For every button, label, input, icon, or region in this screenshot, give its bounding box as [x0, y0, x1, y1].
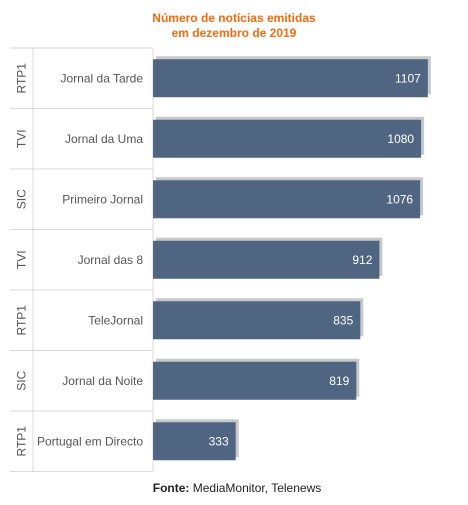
category-label: Jornal da Tarde: [61, 71, 144, 85]
chart-title: Número de notícias emitidas em dezembro …: [0, 11, 468, 41]
data-label: 1080: [387, 132, 414, 146]
bar: [153, 119, 422, 158]
bar: [153, 240, 380, 279]
source-label: Fonte:: [152, 481, 190, 495]
category-label: Portugal em Directo: [37, 434, 143, 448]
category-label: Primeiro Jornal: [62, 192, 143, 206]
bar: [153, 59, 428, 98]
data-label: 1076: [386, 192, 413, 206]
source-text: MediaMonitor, Telenews: [189, 481, 322, 495]
group-label: TVI: [15, 129, 29, 148]
category-label: Jornal das 8: [78, 253, 144, 267]
group-label: RTP1: [15, 63, 29, 94]
chart-title-line-2: em dezembro de 2019: [171, 26, 297, 40]
data-label: 819: [329, 374, 349, 388]
group-label: SIC: [15, 370, 29, 390]
bar: [153, 422, 236, 461]
chart-title-line-1: Número de notícias emitidas: [152, 11, 316, 25]
data-label: 835: [333, 313, 353, 327]
bar: [153, 361, 357, 400]
category-label: TeleJornal: [88, 313, 143, 327]
group-label: TVI: [15, 250, 29, 269]
bar: [153, 301, 361, 340]
source-note: Fonte: MediaMonitor, Telenews: [0, 481, 468, 495]
data-label: 333: [209, 434, 229, 448]
group-label: RTP1: [15, 426, 29, 457]
data-label: 1107: [395, 71, 421, 85]
group-label: SIC: [15, 189, 29, 209]
category-label: Jornal da Noite: [62, 374, 143, 388]
bar: [153, 180, 421, 219]
data-label: 912: [352, 253, 372, 267]
category-label: Jornal da Uma: [65, 132, 143, 146]
group-label: RTP1: [15, 305, 29, 336]
